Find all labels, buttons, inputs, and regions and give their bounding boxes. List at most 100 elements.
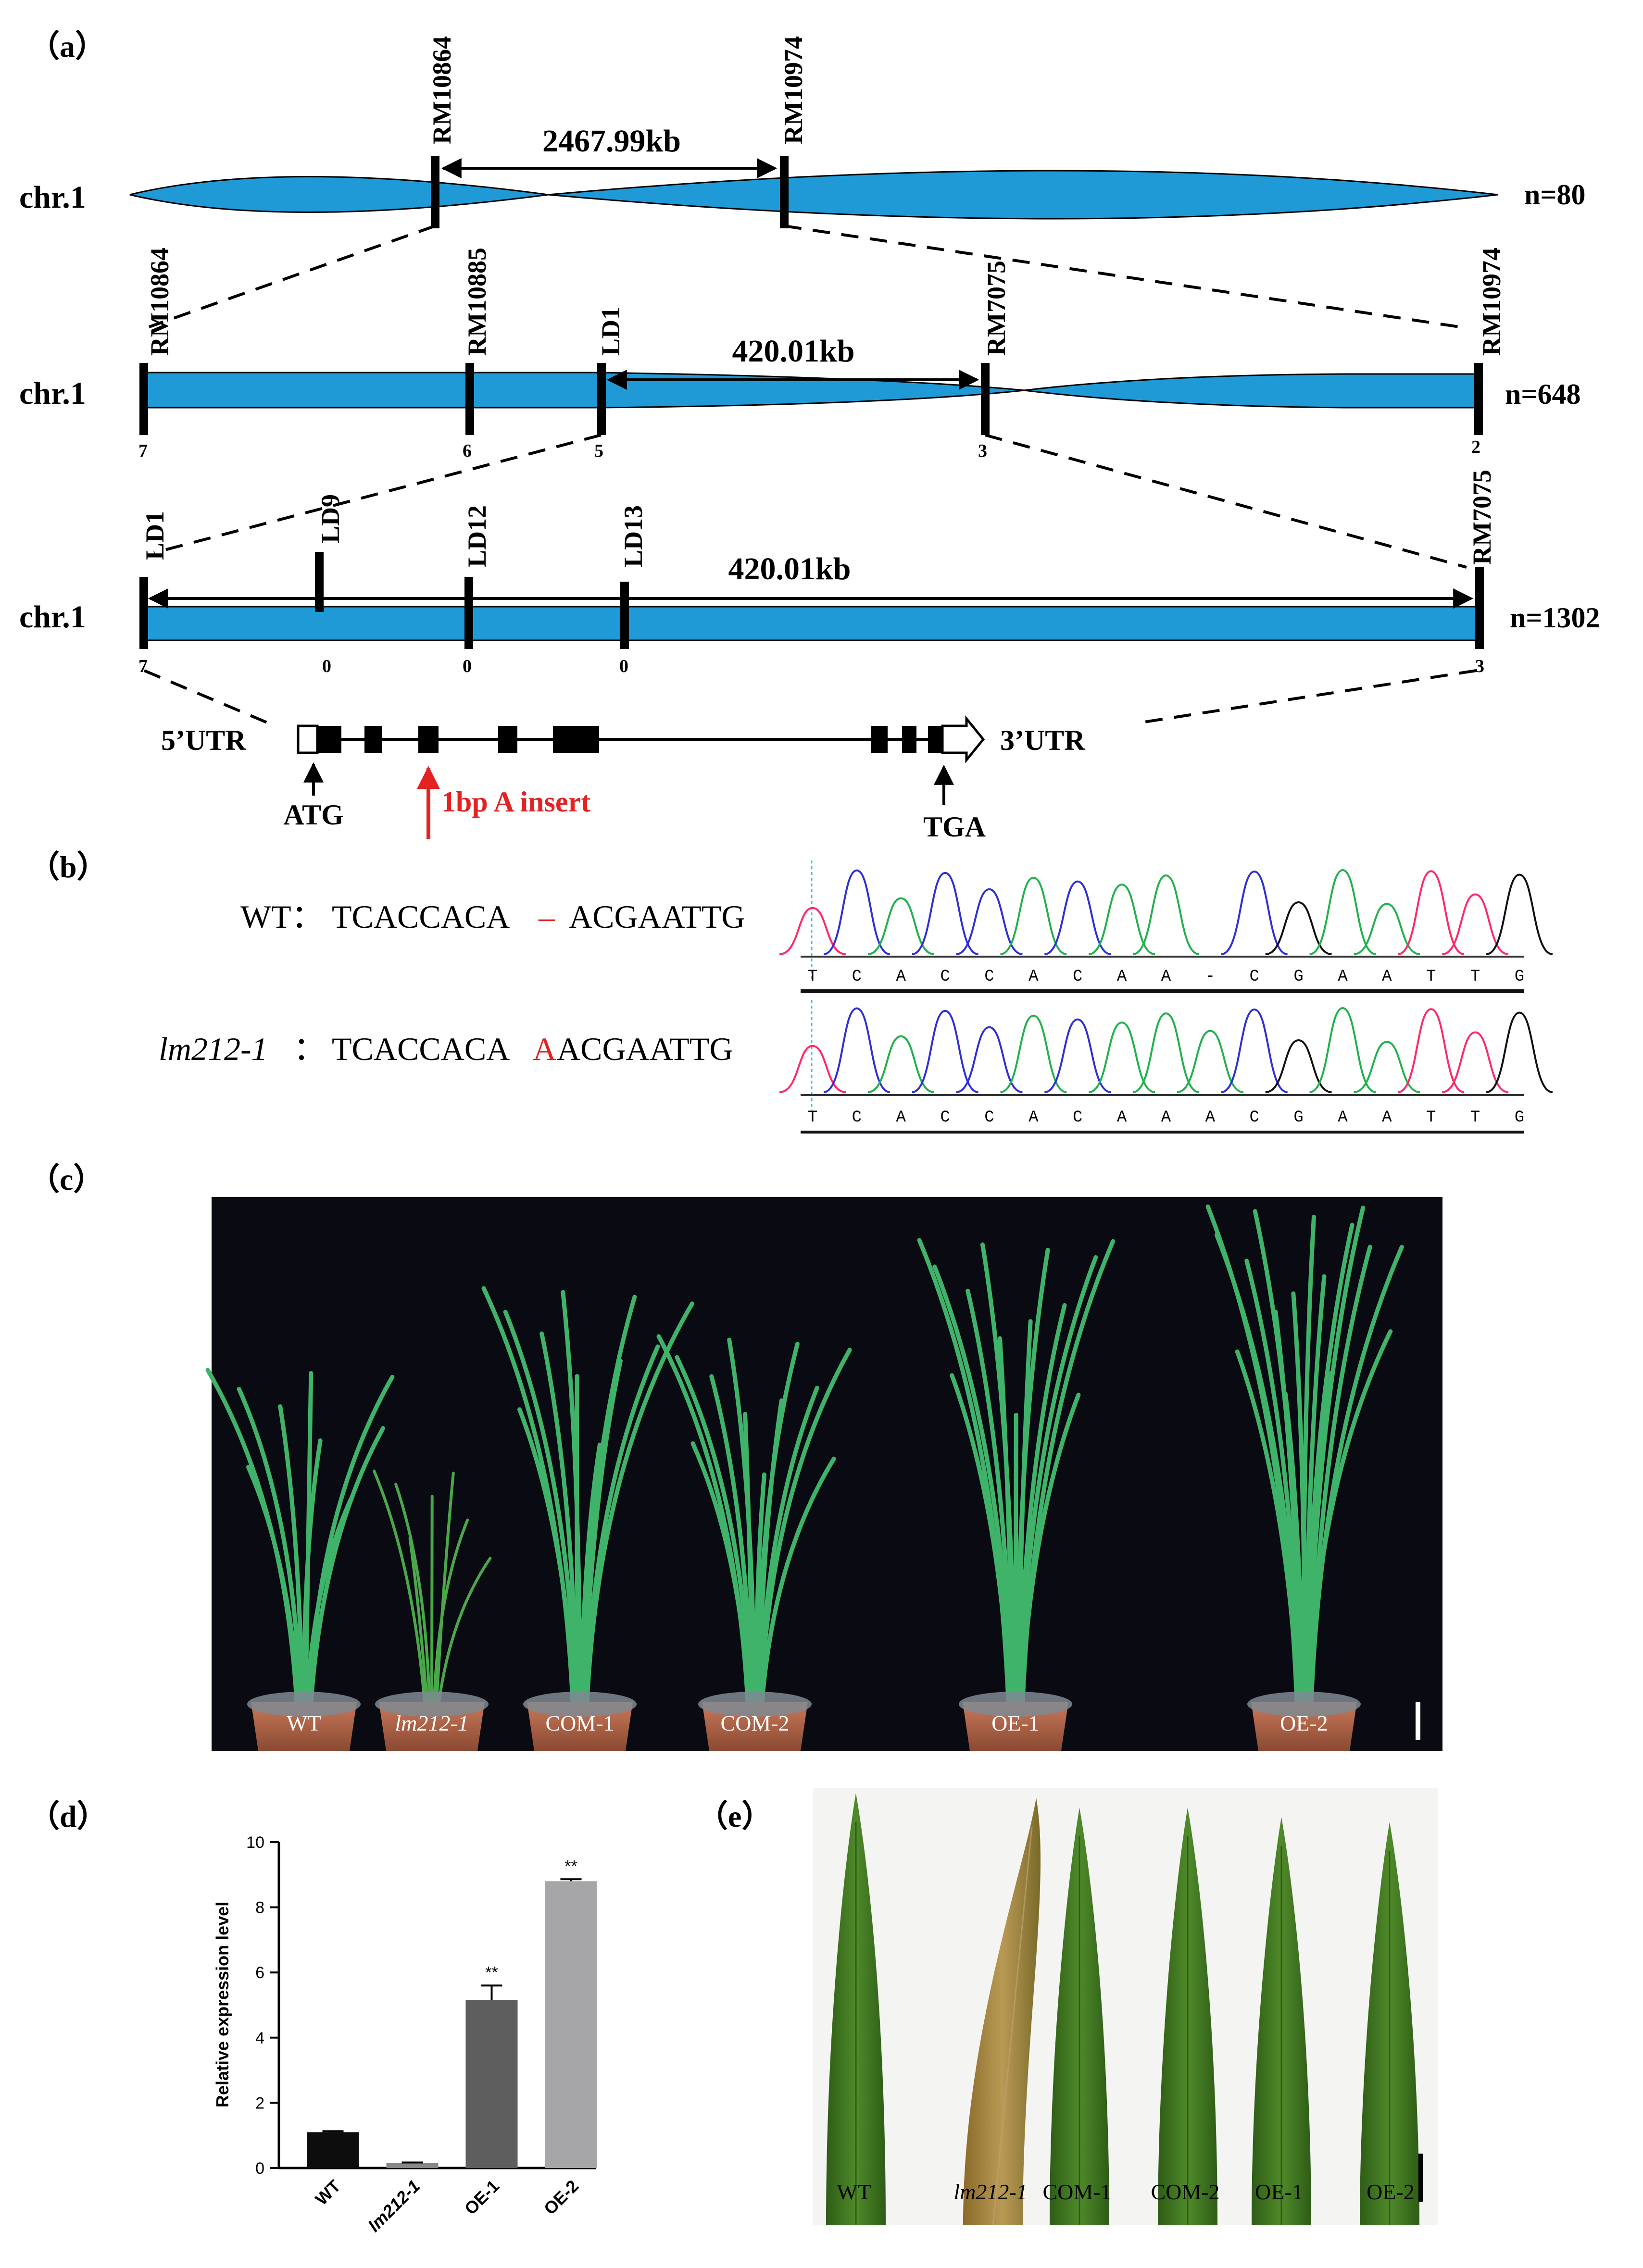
marker-label: RM10885 [463,248,491,356]
leaf-label: OE-2 [1367,2180,1415,2204]
trace-peak [1088,884,1155,955]
seq-mut-sep: ： [293,1031,326,1067]
seq-wt-label: WT： [240,898,324,935]
base-call: C [1250,968,1259,986]
plant-leaf [675,1355,753,1704]
trace-peak [1044,880,1111,955]
zoom-line [784,224,1460,328]
recombinant-count: 2 [1471,437,1480,457]
chromosome-segment-right [1024,373,1480,409]
recombinant-count: 3 [978,441,987,461]
recombinant-count: 0 [463,656,472,676]
trace-peak [1486,1011,1553,1093]
plant-leaf [503,1309,578,1704]
pot-rim [698,1692,812,1717]
plant-leaf [1016,1319,1033,1704]
stop-codon-label: TGA [923,811,986,843]
marker-tick [431,156,439,228]
pot-rim [523,1692,637,1717]
base-call: A [1028,968,1039,986]
chromosome-arm-right [548,170,1498,220]
plant [481,1286,694,1751]
plant-leaf [727,1337,757,1704]
pot-rim [959,1692,1072,1717]
marker-label: RM10974 [779,36,808,144]
base-call: C [852,968,862,986]
utr-3-label: 3’UTR [1000,724,1085,756]
population-size: n=80 [1524,179,1586,211]
plant-leaf [932,1264,1013,1704]
y-tick-label: 4 [255,2029,264,2047]
base-call: C [852,1109,862,1127]
base-call: C [1073,968,1082,986]
seq-mut-right: ACGAATTG [557,1031,733,1067]
trace-peak [1397,870,1465,955]
base-call: - [1205,968,1215,986]
trace-peak [1000,1014,1067,1093]
zoom-line [153,434,602,554]
base-call: A [1117,1109,1127,1127]
plant-leaf [394,1483,431,1703]
y-ticks: 0 2 4 6 8 10 [246,1833,279,2178]
recombinant-count: 5 [594,441,603,461]
trace-peak [1132,874,1200,955]
panel-label-d: （d） [29,1799,108,1833]
plant-leaf [1306,1205,1366,1704]
marker-tick [780,156,789,228]
sequence-wt: WT： TCACCACA – ACGAATTG [240,898,745,935]
plant-leaf [539,1331,579,1704]
base-call: T [1426,968,1436,986]
recombinant-count: 0 [322,656,331,676]
y-axis-label: Relative expression level [213,1902,232,2107]
trace-peak [1265,901,1332,955]
marker-label: LD13 [619,505,648,567]
leaf-midrib [992,1826,1033,2225]
chromosome-label: chr.1 [19,180,86,215]
marker-tick [139,577,148,649]
plant [1205,1204,1404,1751]
trace-peak [1309,869,1376,955]
plant [656,1334,852,1751]
seq-wt-gap: – [538,898,555,935]
plant-leaf [307,1374,395,1704]
leaf-label: lm212-1 [953,2180,1027,2204]
plant-leaf [373,1470,426,1703]
base-call: T [1470,1109,1480,1127]
bar [465,2000,518,2168]
leaf-label: COM-2 [1151,2180,1219,2204]
seq-mut-label: lm212-1 [159,1031,268,1067]
trace-peak [956,1026,1023,1093]
plant-label: WT [287,1711,321,1735]
plant-leaf [1309,1245,1404,1704]
exon-2 [364,726,382,753]
marker-tick [1474,363,1483,435]
marker-tick [1475,567,1484,649]
marker-label: RM7075 [1467,470,1496,565]
trace-peak [1309,1007,1376,1093]
base-call: T [1470,968,1480,986]
marker-label: RM7075 [982,261,1011,356]
trace-peak [1221,1009,1288,1093]
y-tick-label: 2 [255,2094,264,2112]
leaf-label: COM-1 [1042,2180,1111,2204]
trace-peak [912,872,978,955]
marker-label: LD1 [596,307,625,356]
utr-5-label: 5’UTR [161,724,246,756]
marker-label: LD1 [140,511,169,560]
plant-photo: WT lm212-1 COM-1 COM-2 OE-1 OE-2 [205,1197,1442,1751]
chromatogram-traces [779,1007,1553,1093]
marker-tick [315,552,324,612]
y-tick-label: 0 [255,2159,264,2178]
plant-leaf [309,1426,385,1704]
plant-leaf [756,1398,784,1704]
plant-leaf [237,1387,302,1704]
plant-leaf [980,1242,1016,1704]
y-tick-label: 6 [255,1964,264,1982]
significance-mark: ** [564,1857,577,1875]
base-call: A [1161,968,1171,986]
marker-tick [465,363,474,435]
trace-peak [1442,893,1509,955]
